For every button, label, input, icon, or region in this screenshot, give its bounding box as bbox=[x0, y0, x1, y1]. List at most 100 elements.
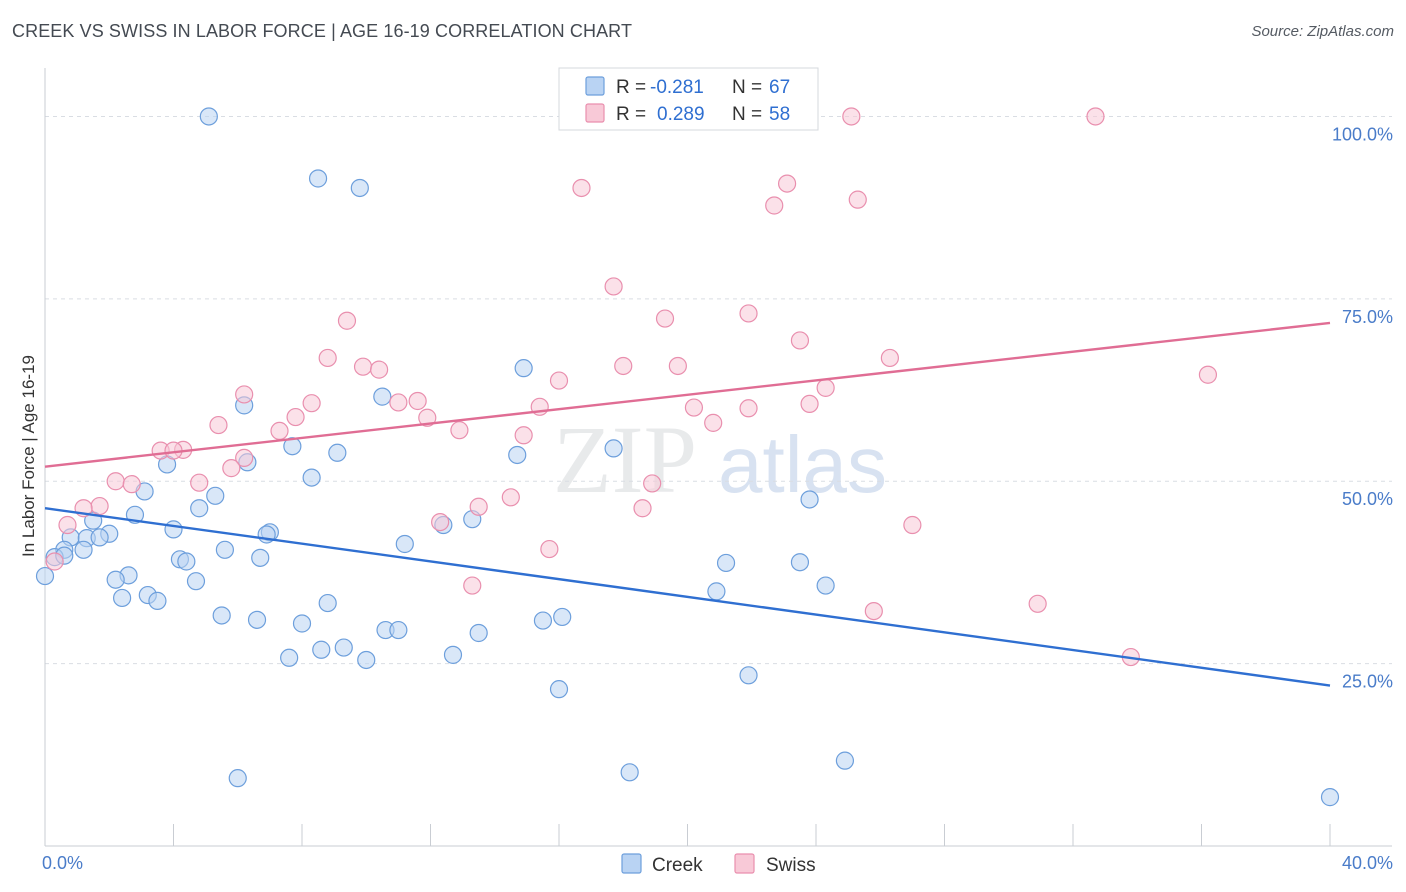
swiss-point bbox=[431, 512, 450, 532]
y-tick-label: 25.0% bbox=[1342, 672, 1393, 692]
bottom-legend-swiss-swatch bbox=[734, 853, 755, 874]
swiss-point bbox=[848, 190, 867, 209]
legend-box: R = -0.281 N = 67 R = 0.289 N = 58 bbox=[558, 67, 819, 131]
creek-point bbox=[350, 178, 369, 198]
creek-point bbox=[790, 553, 810, 572]
creek-point bbox=[190, 499, 209, 518]
swiss-point bbox=[286, 407, 305, 427]
swiss-point bbox=[572, 178, 591, 198]
source-label: Source: ZipAtlas.com bbox=[1251, 23, 1394, 40]
watermark-zip: ZIP bbox=[553, 406, 697, 513]
swiss-point bbox=[816, 378, 835, 397]
creek-point bbox=[1320, 788, 1340, 807]
bottom-legend: Creek Swiss bbox=[621, 853, 816, 876]
creek-point bbox=[357, 650, 376, 670]
x-tick-label-max: 40.0% bbox=[1342, 853, 1393, 873]
legend-creek-n-label: N = bbox=[732, 77, 762, 98]
swiss-trend-line bbox=[44, 321, 1331, 468]
swiss-point bbox=[739, 304, 758, 323]
swiss-point bbox=[739, 399, 758, 418]
swiss-point bbox=[1198, 365, 1218, 384]
swiss-point bbox=[122, 475, 141, 494]
creek-point bbox=[469, 623, 488, 643]
creek-point bbox=[328, 443, 347, 462]
creek-point bbox=[215, 540, 234, 559]
swiss-point bbox=[540, 539, 559, 559]
swiss-point bbox=[463, 576, 482, 595]
swiss-point bbox=[604, 277, 623, 296]
creek-point bbox=[318, 593, 337, 613]
creek-point bbox=[280, 648, 299, 667]
creek-point bbox=[707, 582, 726, 601]
swiss-point bbox=[800, 394, 819, 414]
swiss-point bbox=[903, 515, 922, 535]
creek-point bbox=[112, 588, 132, 608]
creek-point bbox=[283, 437, 302, 456]
creek-point bbox=[533, 611, 553, 630]
creek-point bbox=[620, 763, 639, 782]
creek-point bbox=[35, 566, 55, 586]
swiss-point bbox=[514, 426, 533, 445]
y-tick-label: 75.0% bbox=[1342, 307, 1393, 327]
swiss-point bbox=[418, 408, 437, 427]
swiss-point bbox=[880, 348, 899, 368]
swiss-point bbox=[235, 448, 254, 467]
creek-point bbox=[373, 387, 392, 406]
swiss-point bbox=[370, 360, 389, 379]
creek-point bbox=[177, 552, 196, 571]
creek-point bbox=[186, 572, 206, 591]
creek-trend-line bbox=[44, 507, 1331, 687]
creek-point bbox=[443, 645, 463, 664]
swiss-point bbox=[302, 394, 321, 413]
creek-point bbox=[206, 486, 225, 505]
creek-point bbox=[716, 553, 736, 573]
x-tick-label-min: 0.0% bbox=[42, 853, 83, 873]
swiss-point bbox=[353, 357, 373, 376]
creek-point bbox=[164, 520, 183, 539]
swiss-point bbox=[549, 371, 569, 390]
swiss-point bbox=[469, 497, 488, 516]
creek-point bbox=[292, 614, 312, 633]
swiss-point bbox=[45, 552, 64, 571]
swiss-point bbox=[337, 311, 357, 330]
tick-labels: 25.0% 50.0% 75.0% 100.0% 0.0% 40.0% bbox=[42, 124, 1393, 873]
bottom-legend-creek-label: Creek bbox=[652, 855, 703, 876]
creek-point bbox=[212, 606, 231, 625]
swiss-point bbox=[90, 496, 109, 516]
swiss-point bbox=[450, 421, 469, 440]
bottom-legend-creek-swatch bbox=[621, 853, 642, 874]
legend-creek-r-label: R = bbox=[616, 77, 646, 98]
swiss-point bbox=[1086, 107, 1105, 126]
swiss-point bbox=[190, 473, 209, 492]
swiss-point bbox=[704, 413, 723, 432]
creek-point bbox=[389, 620, 408, 640]
swiss-point bbox=[209, 415, 228, 435]
creek-point bbox=[604, 439, 623, 458]
swiss-point bbox=[614, 356, 633, 376]
creek-point bbox=[308, 169, 328, 188]
creek-point bbox=[835, 751, 855, 770]
creek-point bbox=[148, 591, 167, 610]
swiss-point bbox=[633, 499, 652, 518]
creek-point bbox=[508, 445, 527, 465]
creek-point bbox=[302, 468, 321, 487]
swiss-point bbox=[106, 472, 125, 491]
creek-point bbox=[312, 640, 331, 659]
series-layer bbox=[35, 107, 1340, 807]
swiss-point bbox=[389, 393, 408, 412]
swiss-point bbox=[864, 601, 883, 621]
creek-point bbox=[816, 576, 835, 595]
legend-swiss-swatch bbox=[585, 103, 605, 123]
swiss-point bbox=[842, 107, 861, 126]
creek-point bbox=[739, 666, 758, 685]
chart-title: CREEK VS SWISS IN LABOR FORCE | AGE 16-1… bbox=[12, 21, 633, 41]
swiss-point bbox=[58, 515, 77, 535]
swiss-point bbox=[668, 356, 687, 376]
swiss-point bbox=[765, 196, 784, 215]
swiss-point bbox=[408, 391, 427, 411]
creek-point bbox=[247, 610, 267, 629]
series-swiss bbox=[45, 107, 1218, 667]
swiss-point bbox=[790, 331, 810, 350]
legend-creek-n-value: 67 bbox=[769, 77, 790, 98]
